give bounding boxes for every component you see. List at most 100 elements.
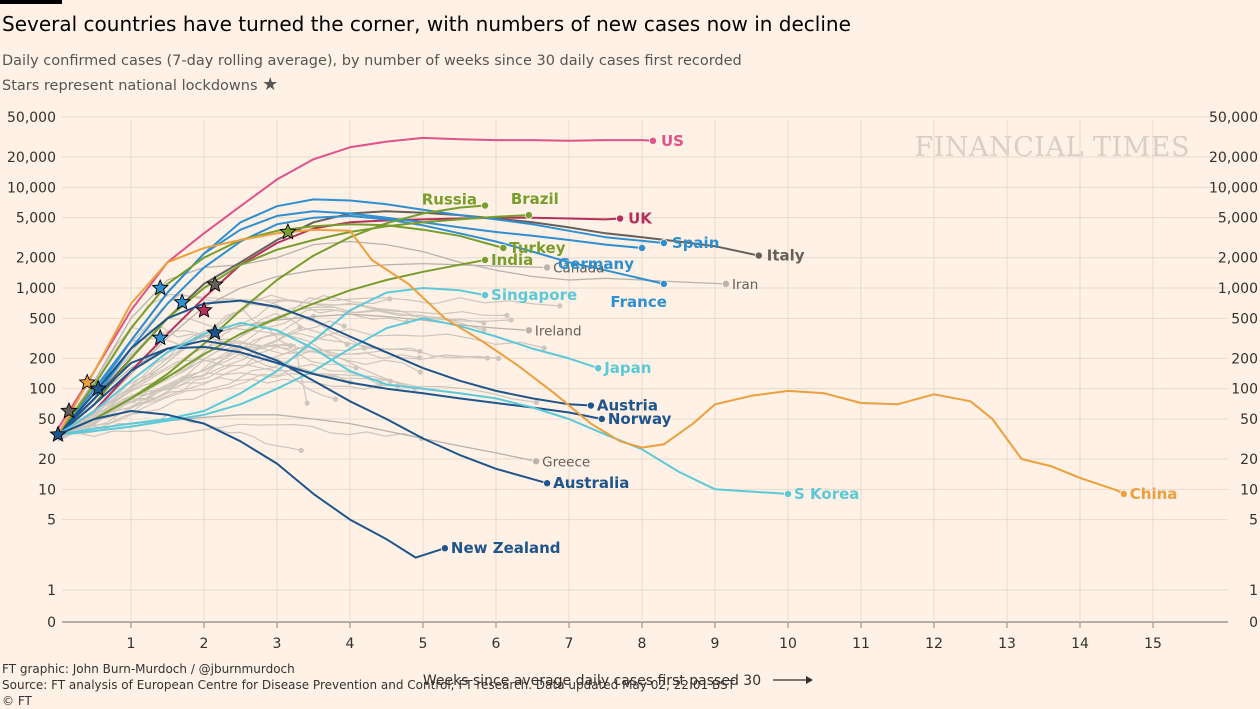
y-tick-label: 0 xyxy=(1249,615,1258,631)
series-line-norway xyxy=(57,345,603,436)
x-tick-label: 9 xyxy=(711,636,720,652)
series-label-us: US xyxy=(661,132,684,150)
y-tick-label: 2,000 xyxy=(1218,251,1258,267)
background-country-end xyxy=(304,400,310,406)
series-end-dot-greece xyxy=(532,457,541,466)
watermark: FINANCIAL TIMES xyxy=(914,132,1190,163)
series-line-austria xyxy=(57,299,591,436)
lockdown-star-spain xyxy=(151,278,169,296)
background-country-end xyxy=(541,345,547,351)
x-tick-label: 12 xyxy=(925,636,943,652)
series-line-australia xyxy=(57,339,548,485)
series-lines xyxy=(57,136,1128,559)
series-labels: Canada Iran Ireland Greece US UK Italy Spain Ger… xyxy=(422,132,1178,557)
background-country-end xyxy=(344,341,350,347)
y-tick-label: 5,000 xyxy=(16,211,56,227)
x-tick-label: 13 xyxy=(998,636,1016,652)
y-tick-label: 5 xyxy=(47,513,56,529)
y-tick-label: 0 xyxy=(47,615,56,631)
background-country-line xyxy=(57,343,420,436)
x-tick-label: 2 xyxy=(200,636,209,652)
series-label-s-korea: S Korea xyxy=(794,485,859,503)
background-country-end xyxy=(417,348,423,354)
y-tick-label: 50,000 xyxy=(1209,110,1258,126)
y-tick-label: 50 xyxy=(38,412,56,428)
series-end-dot-australia xyxy=(543,479,552,488)
series-line-uk xyxy=(57,216,621,436)
series-line-brazil xyxy=(57,214,529,436)
background-country-end xyxy=(287,342,294,349)
background-country-end xyxy=(484,355,491,361)
y-tick-label: 2,000 xyxy=(16,251,56,267)
series-label-canada: Canada xyxy=(553,260,604,276)
series-line-iran xyxy=(57,240,727,435)
series-end-dot-spain xyxy=(659,239,668,248)
series-end-dot-new-zealand xyxy=(440,544,449,553)
background-country-line xyxy=(57,309,291,438)
lockdown-stars xyxy=(49,222,297,442)
series-label-uk: UK xyxy=(628,210,653,228)
y-tick-label: 10 xyxy=(1240,482,1258,498)
series-end-dot-japan xyxy=(594,364,603,373)
series-end-dot-india xyxy=(481,255,490,264)
x-tick-label: 14 xyxy=(1071,636,1089,652)
series-end-dot-austria xyxy=(586,401,595,410)
series-label-ireland: Ireland xyxy=(535,323,582,339)
y-tick-label: 20,000 xyxy=(7,150,56,166)
series-label-france: France xyxy=(610,293,667,311)
y-tick-label: 1 xyxy=(1249,583,1258,599)
series-label-japan: Japan xyxy=(603,359,651,377)
stars-note: Stars represent national lockdowns xyxy=(2,78,258,94)
y-tick-label: 100 xyxy=(29,382,56,398)
series-line-us xyxy=(57,136,654,430)
background-country-end xyxy=(332,396,339,402)
background-country-end xyxy=(297,324,303,331)
background-country-end xyxy=(504,312,510,318)
series-end-dot-us xyxy=(648,136,657,145)
background-country-end xyxy=(557,303,563,309)
series-end-dot-iran xyxy=(721,279,730,288)
x-tick-label: 7 xyxy=(565,636,574,652)
background-country-end xyxy=(481,327,487,333)
series-label-new-zealand: New Zealand xyxy=(451,539,561,557)
series-label-australia: Australia xyxy=(553,474,629,492)
series-end-dot-canada xyxy=(543,263,552,272)
y-tick-label: 20 xyxy=(1240,452,1258,468)
background-country-line xyxy=(57,312,348,436)
y-tick-label: 5,000 xyxy=(1218,211,1258,227)
lockdown-star-austria xyxy=(89,379,107,397)
background-country-end xyxy=(481,320,487,326)
y-tick-label: 50 xyxy=(1240,412,1258,428)
background-country-end xyxy=(298,447,304,453)
background-country-line xyxy=(57,363,398,438)
series-label-norway: Norway xyxy=(608,410,672,428)
y-tick-label: 100 xyxy=(1231,382,1258,398)
lockdown-star-russia xyxy=(279,222,297,240)
x-tick-label: 3 xyxy=(273,636,282,652)
y-tick-label: 20 xyxy=(38,452,56,468)
series-label-spain: Spain xyxy=(672,234,719,252)
y-tick-label: 5 xyxy=(1249,513,1258,529)
y-tick-label: 500 xyxy=(29,311,56,327)
series-end-dot-uk xyxy=(616,214,625,223)
x-tick-label: 15 xyxy=(1144,636,1162,652)
lockdown-star-germany xyxy=(151,328,169,346)
brand-bar xyxy=(0,0,62,4)
y-tick-label: 200 xyxy=(1231,351,1258,367)
series-end-dot-france xyxy=(659,279,668,288)
lockdown-star-iran xyxy=(206,275,224,293)
series-end-dot-china xyxy=(1119,489,1128,498)
series-end-dot-germany xyxy=(638,243,647,252)
y-tick-label: 20,000 xyxy=(1209,150,1258,166)
y-tick-label: 1 xyxy=(47,583,56,599)
series-label-austria: Austria xyxy=(597,397,658,415)
series-label-turkey: Turkey xyxy=(509,239,565,257)
y-tick-label: 10,000 xyxy=(7,180,56,196)
series-label-russia: Russia xyxy=(422,191,477,209)
y-tick-label: 1,000 xyxy=(16,281,56,297)
x-tick-label: 10 xyxy=(779,636,797,652)
series-line-s-korea xyxy=(57,321,789,495)
series-end-dot-s-korea xyxy=(784,489,793,498)
series-label-china: China xyxy=(1130,485,1178,503)
chart-subtitle-stars: Stars represent national lockdowns ★ xyxy=(2,74,278,95)
